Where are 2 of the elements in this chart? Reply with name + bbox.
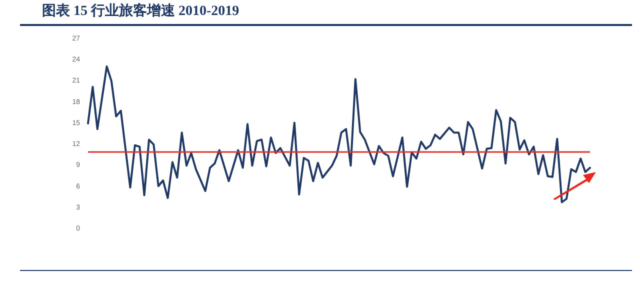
chart-title: 图表 15 行业旅客增速 2010-2019 (20, 0, 632, 26)
line-series (87, 65, 591, 204)
